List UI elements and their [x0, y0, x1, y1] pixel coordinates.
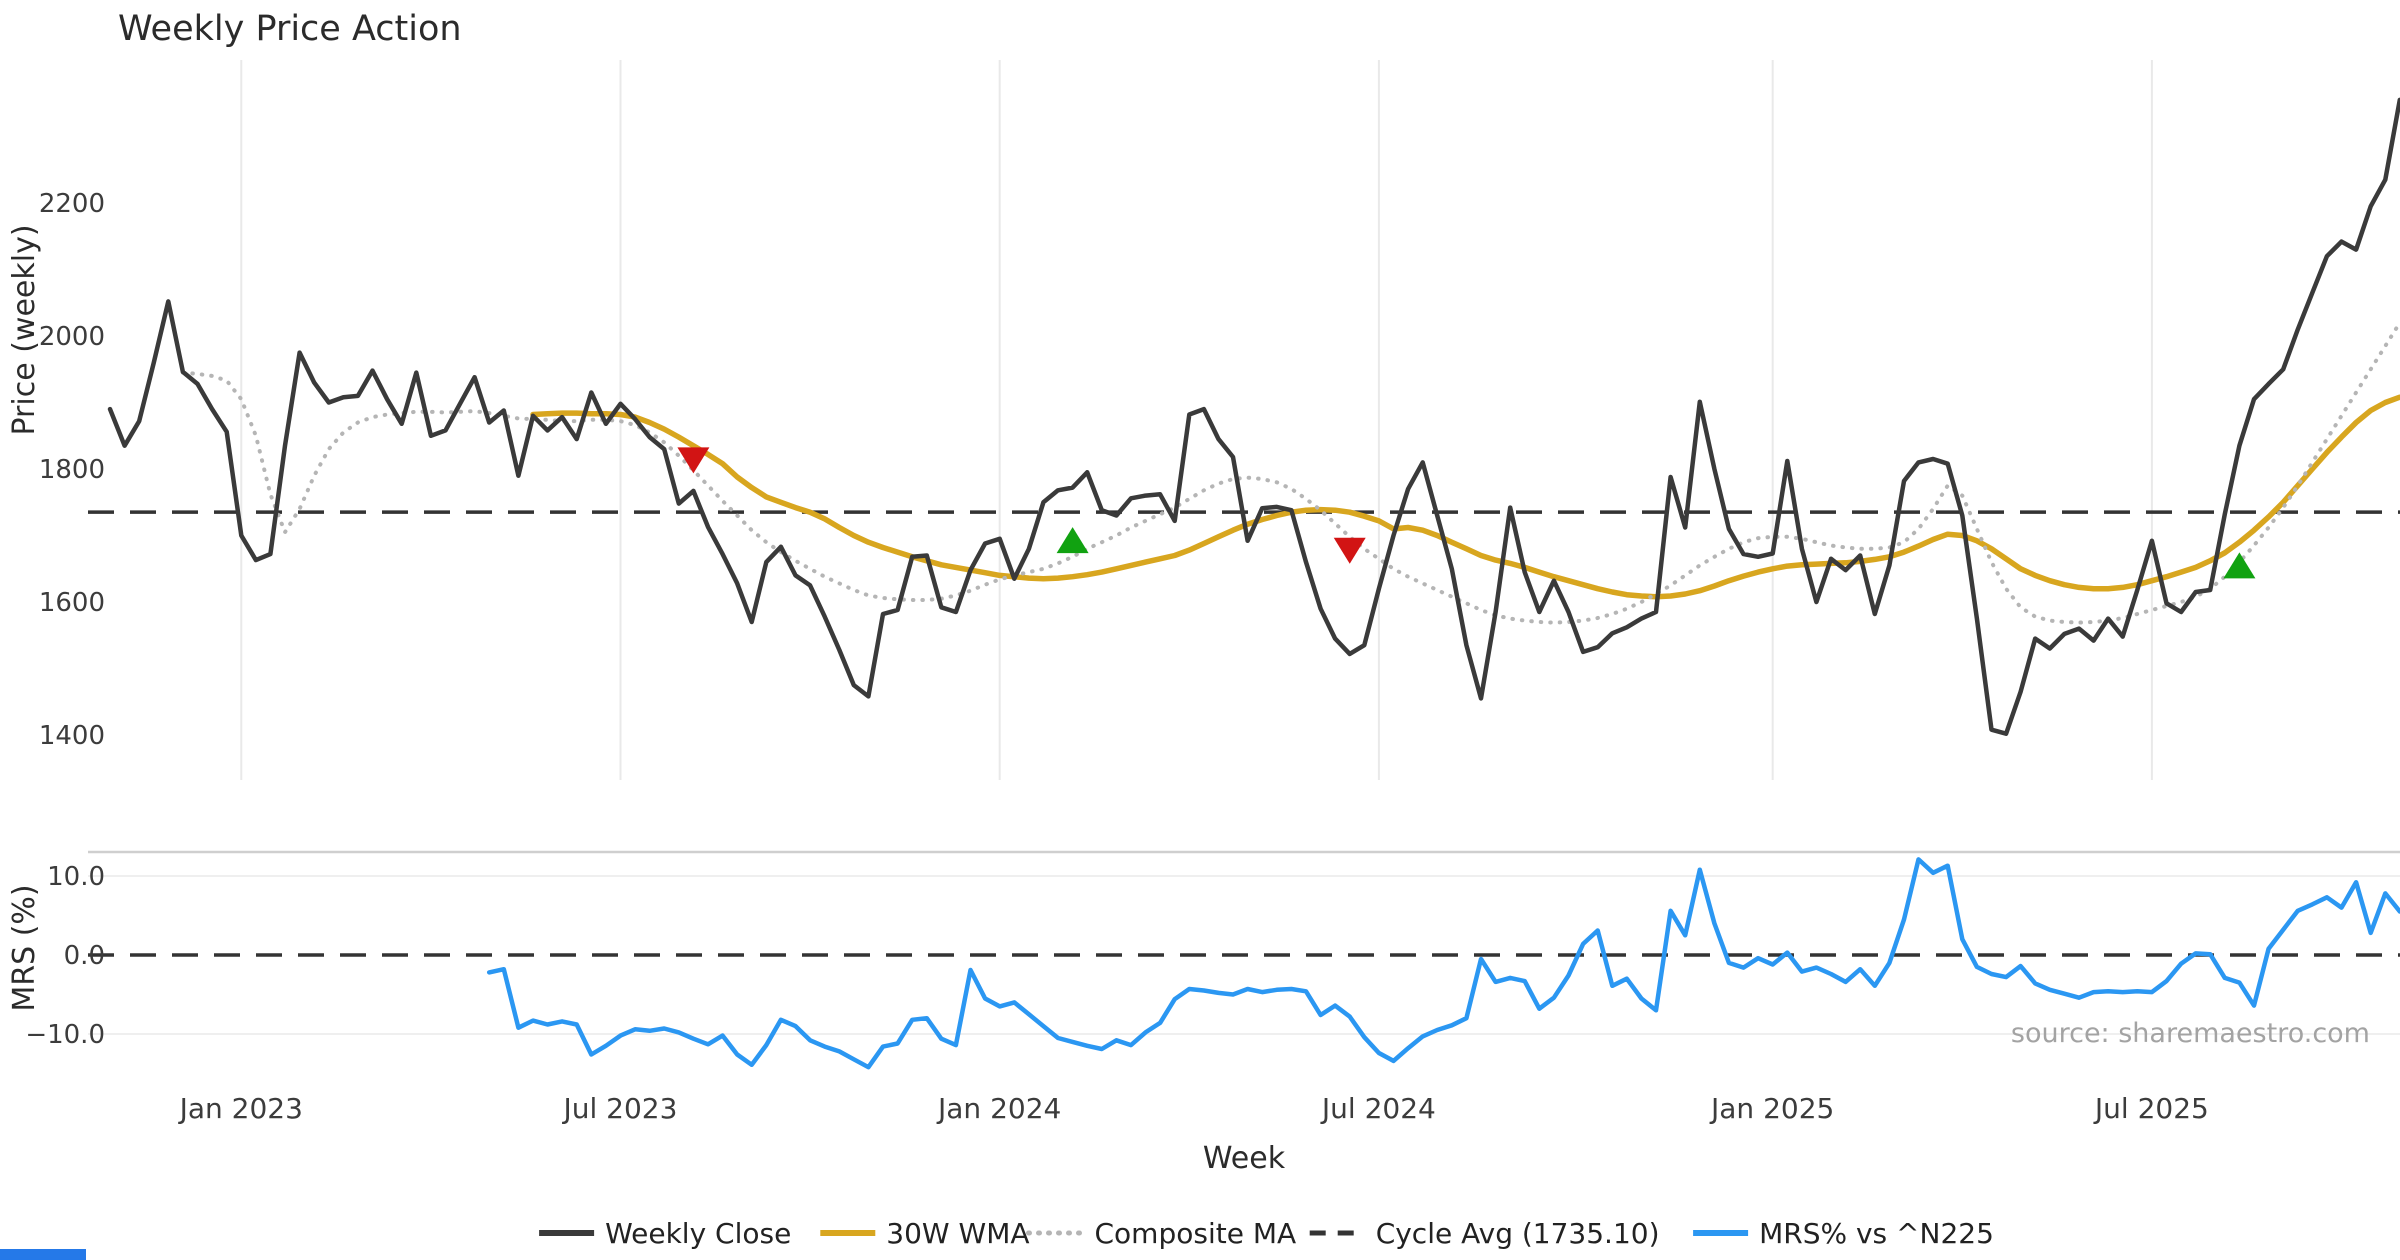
price-axis-label: Price (weekly) [7, 224, 42, 435]
legend: Weekly Close 30W WMA Composite MA Cycle Avg… [539, 1217, 1994, 1250]
price-tick-label: 1600 [39, 588, 105, 618]
axis-tick-labels: Jan 2023 Jul 2023 Jan 2024 Jul 2024 Jan 2025… [25, 189, 2209, 1125]
series-mrs-vs-n225 [486, 857, 2400, 1070]
mrs-axis-label: MRS (%) [7, 884, 42, 1011]
series-lines [107, 97, 2400, 1070]
page-title: Weekly Price Action [118, 9, 462, 49]
mrs-tick-label: −10.0 [25, 1020, 105, 1050]
sell-marker-icon [1333, 537, 1366, 564]
source-credit: source: sharemaestro.com [2011, 1018, 2370, 1049]
price-tick-label: 2200 [39, 189, 105, 219]
price-tick-label: 1800 [39, 455, 105, 485]
signal-markers [677, 447, 2256, 579]
x-tick-label: Jan 2024 [936, 1092, 1061, 1125]
mrs-tick-label: 10.0 [47, 862, 105, 892]
reference-lines [88, 510, 2400, 957]
legend-label: Composite MA [1095, 1217, 1297, 1250]
bottom-left-blue-strip [0, 1249, 86, 1260]
price-tick-label: 1400 [39, 721, 105, 751]
x-tick-label: Jul 2024 [1320, 1092, 1436, 1125]
buy-marker-icon [2223, 552, 2256, 579]
legend-label: Cycle Avg (1735.10) [1376, 1217, 1660, 1250]
series-weekly-close [107, 97, 2400, 736]
x-tick-label: Jul 2025 [2093, 1092, 2209, 1125]
mrs-tick-label: 0.0 [64, 941, 105, 971]
buy-marker-icon [1056, 527, 1089, 554]
x-axis-label: Week [1203, 1141, 1286, 1176]
x-tick-label: Jan 2023 [178, 1092, 303, 1125]
legend-label: 30W WMA [886, 1217, 1029, 1250]
x-tick-label: Jul 2023 [561, 1092, 677, 1125]
x-tick-label: Jan 2025 [1709, 1092, 1834, 1125]
legend-label: MRS% vs ^N225 [1759, 1217, 1994, 1250]
series-30w-wma [530, 394, 2400, 600]
gridlines [88, 60, 2400, 1035]
price-tick-label: 2000 [39, 322, 105, 352]
sell-marker-icon [677, 447, 710, 474]
legend-label: Weekly Close [605, 1217, 791, 1250]
